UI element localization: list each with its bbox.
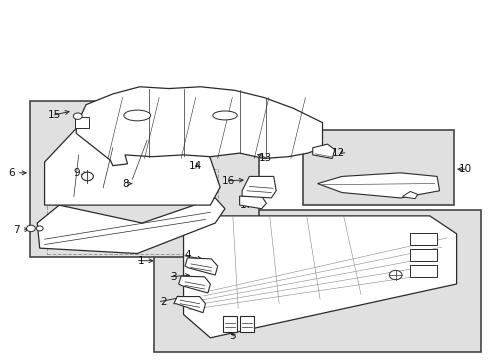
Text: 4: 4 [184,250,190,260]
Bar [409,249,436,261]
Circle shape [81,172,93,181]
Polygon shape [37,198,224,253]
Text: 2: 2 [160,297,166,307]
Bar [409,233,436,244]
Circle shape [388,270,401,280]
Text: 14: 14 [188,161,201,171]
Text: 1: 1 [138,256,144,266]
Polygon shape [178,276,210,293]
Bar [75,117,89,128]
Polygon shape [239,196,266,209]
Text: 13: 13 [259,153,272,163]
Polygon shape [402,192,417,199]
Bar [222,316,237,332]
Bar [154,211,480,352]
Bar [239,316,254,332]
Text: 12: 12 [331,148,345,158]
Text: 6: 6 [8,168,15,178]
Circle shape [36,226,43,231]
Bar [30,101,259,257]
Circle shape [26,225,35,231]
Polygon shape [184,258,217,275]
Text: 8: 8 [122,179,129,189]
Circle shape [73,113,82,120]
Polygon shape [317,173,439,198]
Polygon shape [242,176,276,198]
Bar [303,130,453,205]
Bar [47,169,217,253]
Polygon shape [76,87,322,166]
Text: 3: 3 [170,272,177,282]
Text: 11: 11 [400,188,413,198]
Polygon shape [173,297,205,313]
Bar [409,265,436,277]
Text: 15: 15 [47,111,61,121]
Text: 9: 9 [74,168,81,178]
Text: 17: 17 [239,200,252,210]
Text: 16: 16 [221,176,234,186]
Text: 10: 10 [458,164,471,174]
Text: 5: 5 [228,331,235,341]
Ellipse shape [123,110,150,121]
Polygon shape [44,108,220,205]
Polygon shape [312,144,334,158]
Text: 7: 7 [13,225,20,235]
Polygon shape [183,216,456,338]
Ellipse shape [212,111,237,120]
